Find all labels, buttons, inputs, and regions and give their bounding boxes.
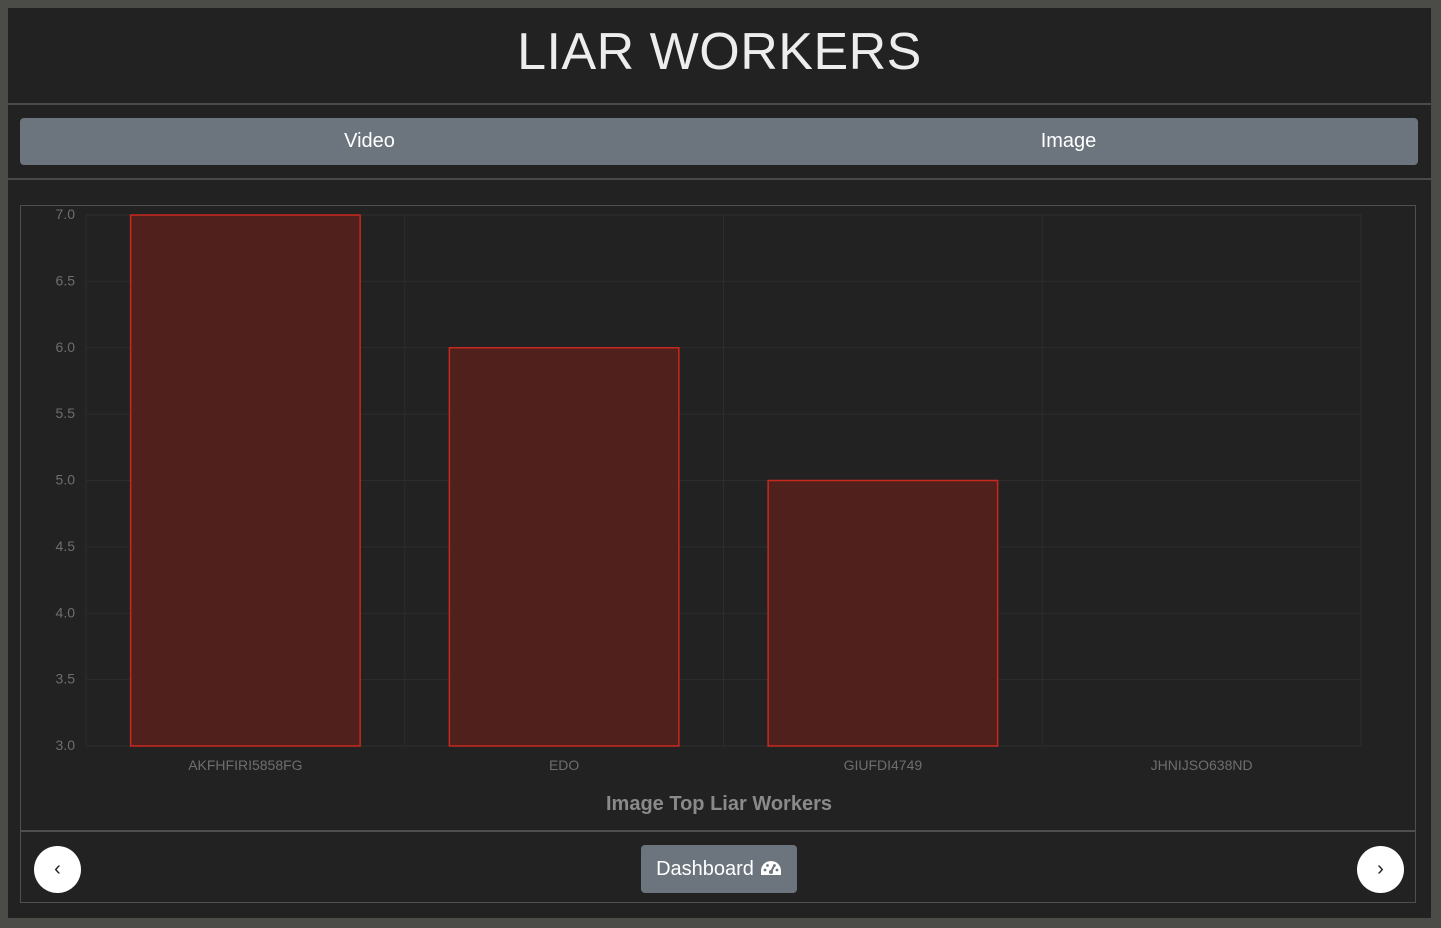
- y-tick-label: 7.0: [56, 206, 76, 222]
- tachometer-icon: [760, 859, 782, 879]
- chevron-right-icon: ›: [1377, 858, 1384, 880]
- bar: [767, 479, 999, 747]
- page-title: LIAR WORKERS: [517, 22, 922, 81]
- app-frame: LIAR WORKERS Video Image 7.0 6.5 6.0 5.5 5.0…: [8, 8, 1431, 918]
- previous-button[interactable]: ‹: [34, 846, 81, 893]
- x-tick-label: EDO: [549, 757, 579, 773]
- chart-card: 7.0 6.5 6.0 5.5 5.0 4.5 4.0 3.5 3.0 AKFHFIRI5858F…: [20, 205, 1416, 903]
- dashboard-button[interactable]: Dashboard: [641, 845, 797, 893]
- next-button[interactable]: ›: [1357, 846, 1404, 893]
- bar: [129, 214, 361, 747]
- tab-video[interactable]: Video: [344, 130, 395, 152]
- bar: [448, 347, 680, 747]
- y-tick-label: 6.0: [56, 339, 76, 355]
- y-tick-label: 5.5: [56, 405, 76, 421]
- y-tick-label: 4.5: [56, 538, 76, 554]
- dashboard-label: Dashboard: [656, 857, 754, 880]
- chevron-left-icon: ‹: [54, 858, 61, 880]
- divider: [8, 178, 1431, 180]
- y-tick-label: 6.5: [56, 272, 76, 288]
- x-tick-label: AKFHFIRI5858FG: [188, 757, 302, 773]
- x-tick-label: JHNIJSO638ND: [1151, 757, 1253, 773]
- bar-chart: 7.0 6.5 6.0 5.5 5.0 4.5 4.0 3.5 3.0 AKFHFIRI5858F…: [56, 206, 1362, 815]
- y-tick-label: 4.0: [56, 604, 76, 620]
- page-header: LIAR WORKERS: [8, 8, 1431, 105]
- y-tick-label: 3.5: [56, 671, 76, 687]
- card-footer: ‹ Dashboard ›: [21, 830, 1415, 905]
- tab-bar: Video Image: [20, 118, 1418, 165]
- x-tick-label: GIUFDI4749: [844, 757, 923, 773]
- tab-image[interactable]: Image: [1040, 130, 1097, 152]
- y-tick-label: 3.0: [56, 737, 76, 753]
- y-tick-label: 5.0: [56, 472, 76, 488]
- chart-title: Image Top Liar Workers: [606, 793, 832, 815]
